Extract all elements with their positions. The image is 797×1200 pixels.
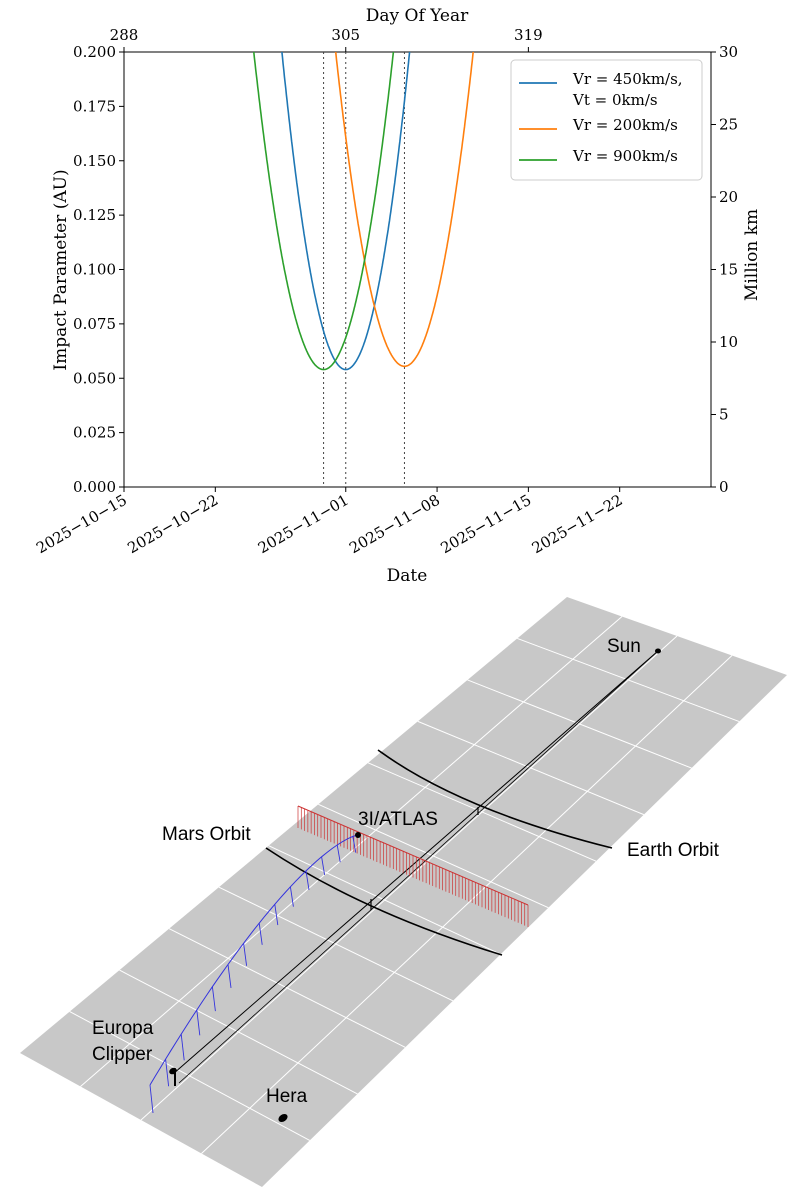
grid-line xyxy=(417,720,645,816)
clipper-track xyxy=(149,834,359,1114)
clipper-dropline xyxy=(289,886,294,907)
clipper-path xyxy=(149,834,359,1086)
sun-label: Sun xyxy=(607,636,641,657)
y-tick-label: 0.100 xyxy=(73,261,116,279)
x-tick-label: 2025−11−22 xyxy=(529,491,626,557)
clipper-dropline xyxy=(274,904,279,926)
grid-line xyxy=(367,762,597,862)
hera-label: Hera xyxy=(266,1086,308,1107)
grid-line xyxy=(168,928,406,1048)
grid-line xyxy=(218,886,454,1002)
clipper-label-line1: Europa xyxy=(92,1018,154,1039)
clipper-dropline xyxy=(352,836,357,853)
grid-line xyxy=(69,1011,310,1141)
y2-axis-label: Million km xyxy=(742,209,762,301)
mars-orbit xyxy=(265,847,503,956)
clipper-dropline xyxy=(243,943,248,966)
grid-line xyxy=(140,635,678,1121)
clipper-label-line2: Clipper xyxy=(92,1044,153,1065)
y-tick-label: 0.150 xyxy=(73,152,116,170)
clipper-dropline xyxy=(211,986,216,1012)
series-line-2 xyxy=(252,52,395,371)
x-tick-label: 2025−11−01 xyxy=(255,491,352,557)
top-tick-label: 319 xyxy=(514,26,543,44)
sun-marker xyxy=(655,648,661,654)
y-tick-label: 0.050 xyxy=(73,369,116,387)
grid-line xyxy=(119,969,358,1095)
mars-orbit-label: Mars Orbit xyxy=(162,824,251,845)
atlas-label: 3I/ATLAS xyxy=(358,809,438,830)
y2-tick-label: 20 xyxy=(719,188,738,206)
x-tick-label: 2025−11−15 xyxy=(437,491,534,557)
x-tick-label: 2025−10−22 xyxy=(124,491,221,557)
x-axis-label: Date xyxy=(387,566,428,586)
y2-tick-label: 25 xyxy=(719,116,738,134)
earth-orbit-label: Earth Orbit xyxy=(627,840,720,861)
clipper-dropline xyxy=(180,1034,185,1061)
atlas-marker xyxy=(355,832,361,838)
grid-line xyxy=(318,803,549,909)
clipper-dropline xyxy=(196,1009,201,1036)
plane-grid xyxy=(69,616,740,1154)
x-tick-label: 2025−10−15 xyxy=(33,491,130,557)
legend: Vr = 450km/s, Vt = 0km/s Vr = 200km/s Vr = … xyxy=(510,59,703,181)
y-tick-label: 0.175 xyxy=(73,97,116,115)
grid-line xyxy=(80,616,623,1087)
marker-lines xyxy=(323,52,405,487)
y-tick-label: 0.075 xyxy=(73,315,116,333)
clipper-dropline xyxy=(258,923,263,945)
y2-tick-label: 15 xyxy=(719,261,738,279)
top-tick-label: 305 xyxy=(331,26,360,44)
legend-label-2: Vr = 900km/s xyxy=(572,147,678,165)
clipper-marker-body xyxy=(169,1067,177,1075)
series-line-0 xyxy=(281,52,411,371)
y2-tick-label: 30 xyxy=(719,43,738,61)
y-axis-ticks: 0.000 0.025 0.050 0.075 0.100 0.125 0.150 0.175… xyxy=(73,43,124,496)
grid-line xyxy=(268,845,501,955)
top-tick-label: 288 xyxy=(110,26,139,44)
clipper-dropline xyxy=(149,1084,154,1114)
y-axis-label: Impact Parameter (AU) xyxy=(51,169,71,370)
sun-line xyxy=(172,650,659,1075)
legend-label-0: Vr = 450km/s, xyxy=(572,70,683,88)
series-group xyxy=(252,52,475,371)
legend-box xyxy=(510,59,703,181)
ecliptic-plane xyxy=(20,597,787,1187)
y2-tick-label: 5 xyxy=(719,406,729,424)
impact-parameter-chart: 0.000 0.025 0.050 0.075 0.100 0.125 0.150 0.175… xyxy=(33,6,762,586)
clipper-dropline xyxy=(336,844,341,863)
y-tick-label: 0.125 xyxy=(73,206,116,224)
clipper-dropline xyxy=(321,856,326,875)
grid-line xyxy=(201,655,733,1154)
series-line-1 xyxy=(334,52,475,368)
grid-line xyxy=(467,679,692,769)
legend-label-1: Vr = 200km/s xyxy=(572,116,678,134)
hera-marker xyxy=(278,1113,288,1123)
trajectory-diagram: Sun Earth Orbit Mars Orbit 3I/ATLAS Euro… xyxy=(20,597,787,1187)
x-tick-label: 2025−11−08 xyxy=(346,491,443,557)
clipper-dropline xyxy=(227,964,232,989)
y-tick-label: 0.000 xyxy=(73,478,116,496)
y2-tick-label: 0 xyxy=(719,478,729,496)
top-axis-label: Day Of Year xyxy=(366,6,469,26)
legend-label-0: Vt = 0km/s xyxy=(572,91,658,109)
clipper-dropline xyxy=(165,1059,170,1087)
sun-line-2 xyxy=(178,650,659,1084)
y2-axis-ticks: 0 5 10 15 20 25 30 xyxy=(711,43,738,496)
y-tick-label: 0.025 xyxy=(73,424,116,442)
grid-line xyxy=(517,637,740,723)
y2-tick-label: 10 xyxy=(719,333,738,351)
top-axis-ticks: 288 305 319 xyxy=(110,26,543,52)
clipper-dropline xyxy=(305,870,310,890)
earth-orbit xyxy=(377,749,613,849)
y-tick-label: 0.200 xyxy=(73,43,116,61)
